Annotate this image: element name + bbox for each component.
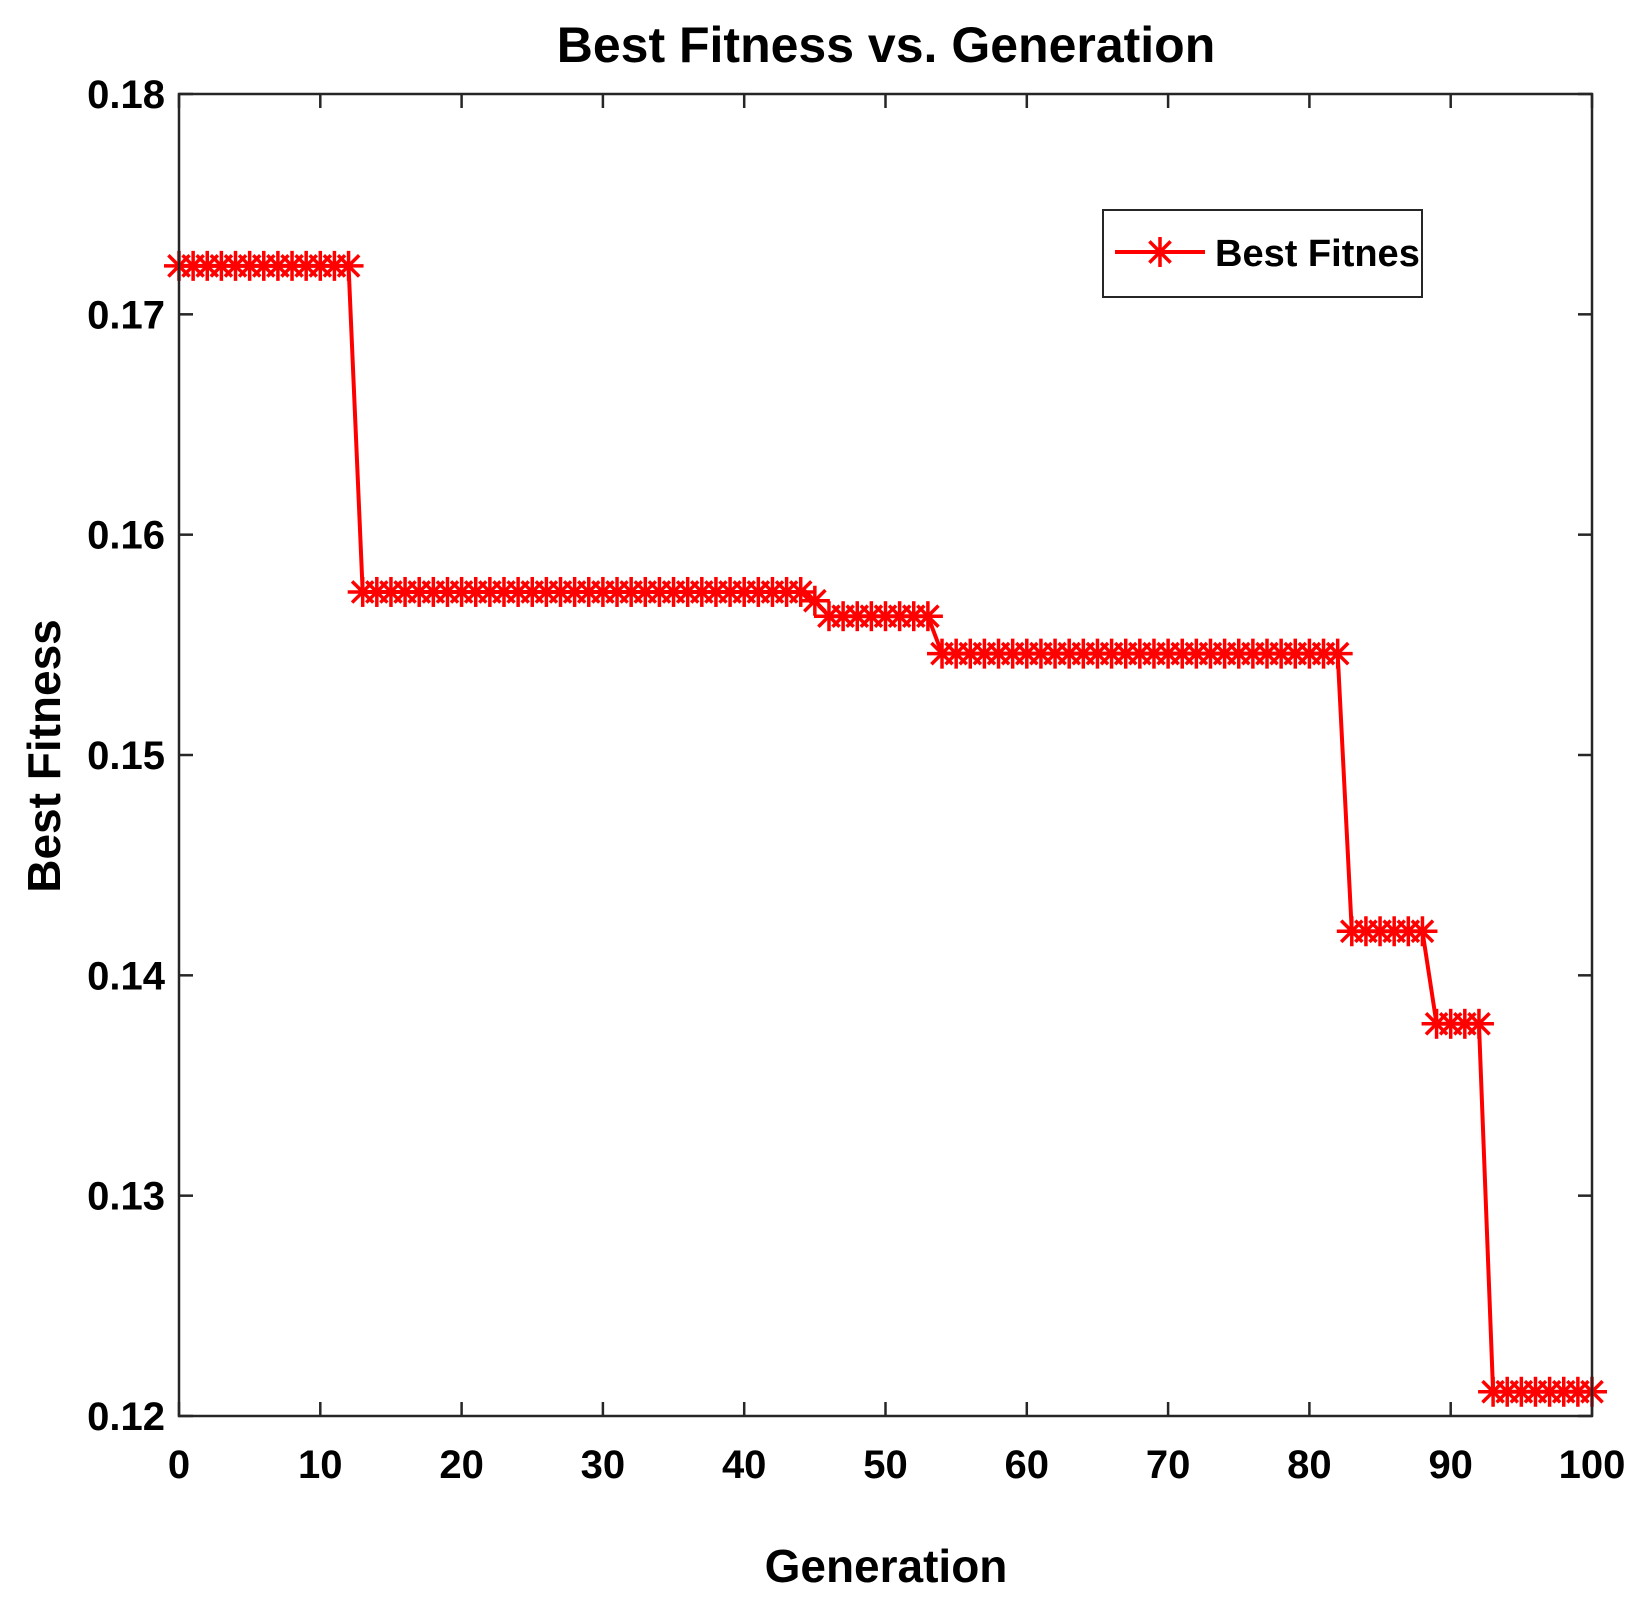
- data-point-marker: [333, 250, 364, 281]
- chart-title: Best Fitness vs. Generation: [557, 17, 1216, 73]
- x-axis-tick-labels: 0 10 20 30 40 50 60 70 80 90 100: [168, 1443, 1626, 1487]
- data-point-marker: [1322, 638, 1353, 669]
- x-tick-label: 90: [1428, 1443, 1473, 1487]
- data-point-marker: [1407, 916, 1438, 947]
- x-tick-label: 100: [1559, 1443, 1626, 1487]
- x-tick-label: 30: [581, 1443, 626, 1487]
- series-best-fitness: [164, 250, 1607, 1407]
- x-tick-label: 0: [168, 1443, 190, 1487]
- x-tick-label: 40: [722, 1443, 767, 1487]
- y-axis-tick-labels: 0.12 0.13 0.14 0.15 0.16 0.17 0.18: [87, 73, 166, 1439]
- data-point-marker: [1463, 1008, 1494, 1039]
- y-tick-label: 0.14: [87, 954, 166, 998]
- x-tick-label: 60: [1005, 1443, 1050, 1487]
- data-point-marker: [1145, 237, 1175, 267]
- x-tick-label: 50: [863, 1443, 908, 1487]
- x-tick-label: 20: [439, 1443, 484, 1487]
- y-axis-label: Best Fitness: [18, 619, 70, 893]
- x-axis-label: Generation: [765, 1540, 1008, 1592]
- legend-asterisk-marker: [1145, 237, 1175, 267]
- legend: Best Fitnes: [1102, 209, 1423, 298]
- x-tick-label: 70: [1146, 1443, 1191, 1487]
- y-tick-label: 0.13: [87, 1175, 165, 1219]
- plot-frame: [177, 92, 1594, 1418]
- x-tick-label: 10: [298, 1443, 343, 1487]
- x-tick-label: 80: [1287, 1443, 1332, 1487]
- legend-entry-label: Best Fitnes: [1215, 233, 1420, 275]
- plot-area: [179, 94, 1592, 1416]
- data-point-marker: [912, 601, 943, 632]
- y-tick-label: 0.17: [87, 293, 165, 337]
- y-tick-label: 0.15: [87, 734, 165, 778]
- y-tick-label: 0.16: [87, 514, 165, 558]
- y-tick-label: 0.18: [87, 73, 165, 117]
- y-tick-label: 0.12: [87, 1395, 165, 1439]
